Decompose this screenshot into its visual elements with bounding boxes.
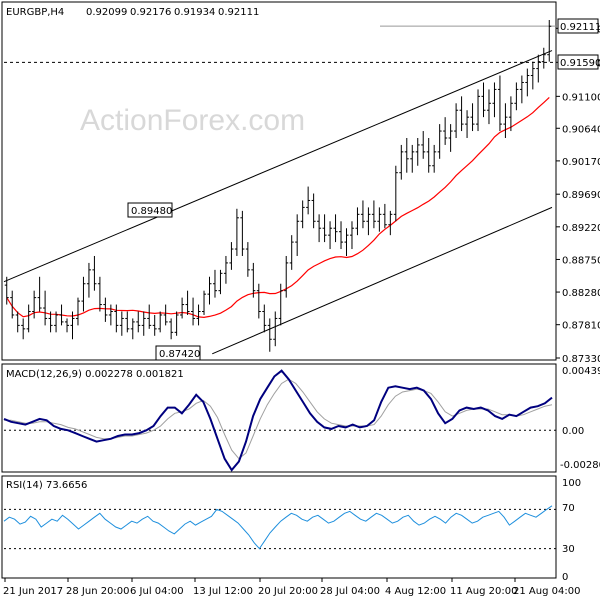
price-bars [4,20,552,352]
x-tick-label: 28 Jul 04:00 [320,586,380,597]
rsi-panel: RSI(14) 73.6656 100 70 30 0 [1,475,581,583]
ohlc-low: 0.91934 [174,7,215,18]
x-tick-label: 21 Jun 2017 [3,586,63,597]
main-y-tick-label: 0.87810 [562,321,600,332]
ma-polyline [6,96,550,319]
price-channel [3,50,553,355]
rsi-tick-0: 0 [562,572,568,583]
ohlc-close: 0.92111 [218,7,259,18]
macd-signal-line [4,378,553,460]
main-y-tick-label: 0.88750 [562,255,600,266]
main-y-tick-label: 0.89220 [562,223,600,234]
x-tick-label: 11 Aug 20:00 [450,586,517,597]
channel-upper-line [3,50,553,283]
main-price-panel: ActionForex.com EURGBP,H4 0.92099 0.9217… [1,1,600,365]
horizontal-level-line [4,25,556,63]
macd-lines [3,369,556,472]
level-price-tag: 0.91590 [557,54,600,70]
symbol-label: EURGBP,H4 [6,7,64,18]
svg-text:0.87420: 0.87420 [159,349,200,360]
watermark: ActionForex.com [80,104,305,137]
main-y-tick-label: 0.87330 [562,354,600,365]
time-axis: 21 Jun 2017 28 Jun 20:00 6 Jul 04:00 13 Jul… [3,578,580,597]
svg-text:0.91590: 0.91590 [560,58,600,69]
macd-tick-zero: 0.00 [562,426,584,437]
rsi-line [3,505,553,550]
rsi-tick-30: 30 [562,544,575,555]
macd-tick-top: 0.00439 [562,366,600,377]
svg-text:0.92111: 0.92111 [560,22,600,33]
macd-tick-bottom: -0.002805 [560,460,600,471]
macd-label: MACD(12,26,9) 0.002278 0.001821 [6,369,184,380]
macd-panel: MACD(12,26,9) 0.002278 0.001821 0.00439 … [1,363,600,473]
x-tick-label: 6 Jul 04:00 [130,586,184,597]
rsi-lines [3,505,556,550]
main-y-tick-label: 0.90170 [562,157,600,168]
channel-lower-line [212,206,553,355]
main-y-tick-label: 0.90640 [562,124,600,135]
rsi-tick-100: 100 [562,478,581,489]
x-tick-label: 28 Jun 20:00 [66,586,130,597]
main-y-tick-label: 0.88280 [562,288,600,299]
ohlc-high: 0.92176 [130,7,171,18]
x-tick-label: 13 Jul 12:00 [193,586,253,597]
rsi-label: RSI(14) 73.6656 [6,480,87,491]
x-tick-label: 4 Aug 12:00 [385,586,446,597]
x-tick-label: 21 Aug 04:00 [513,586,580,597]
ohlc-open: 0.92099 [86,7,127,18]
high-annotation: 0.89480 [127,202,173,218]
macd-main-line [3,369,553,472]
main-y-tick-label: 0.91100 [562,92,600,103]
last-price-tag: 0.92111 [557,18,600,34]
rsi-tick-70: 70 [562,503,575,514]
moving-average-line [6,96,550,319]
svg-text:0.89480: 0.89480 [131,206,172,217]
low-annotation: 0.87420 [155,345,201,361]
main-y-tick-label: 0.89690 [562,190,600,201]
x-tick-label: 20 Jul 20:00 [258,586,318,597]
